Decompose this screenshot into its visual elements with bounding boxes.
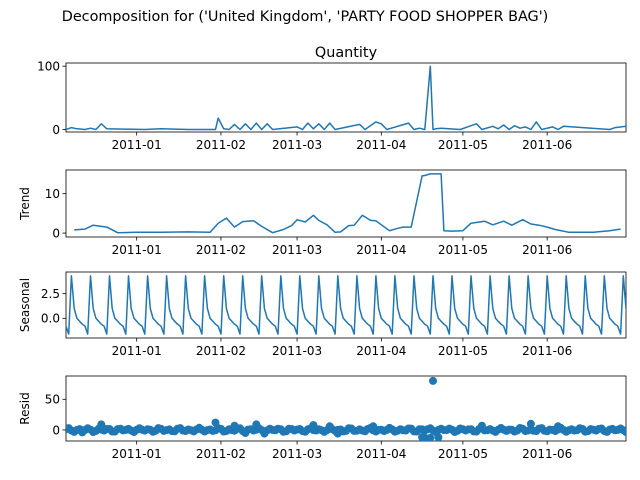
y-tick-label: 0 bbox=[52, 226, 60, 240]
y-tick-label: 10 bbox=[45, 187, 60, 201]
x-tick-label: 2011-06 bbox=[522, 243, 572, 257]
resid-point bbox=[211, 418, 220, 427]
y-axis-label: Resid bbox=[18, 392, 32, 424]
x-tick-label: 2011-06 bbox=[522, 138, 572, 152]
plot-area bbox=[66, 376, 626, 441]
resid-point bbox=[252, 420, 261, 429]
x-tick-label: 2011-03 bbox=[272, 243, 322, 257]
x-tick-label: 2011-02 bbox=[196, 447, 246, 461]
y-tick-label: 0.0 bbox=[41, 312, 60, 326]
series-line bbox=[74, 173, 621, 234]
series-line bbox=[66, 275, 626, 335]
x-tick-label: 2011-05 bbox=[438, 344, 488, 358]
x-tick-label: 2011-01 bbox=[112, 138, 162, 152]
y-tick-label: 50 bbox=[45, 393, 60, 407]
subplot-title: Quantity bbox=[315, 45, 378, 61]
resid-point bbox=[309, 421, 318, 430]
y-tick-label: 0 bbox=[52, 123, 60, 137]
plot-area bbox=[66, 65, 626, 131]
resid-point bbox=[426, 433, 435, 441]
x-tick-label: 2011-01 bbox=[112, 344, 162, 358]
x-tick-label: 2011-04 bbox=[356, 138, 406, 152]
x-tick-label: 2011-05 bbox=[438, 447, 488, 461]
subplot-1: Quantity 2011-01 2011-02 2011-03 2011-04 2011… bbox=[37, 45, 627, 152]
resid-point bbox=[241, 429, 250, 437]
axes-frame bbox=[65, 62, 627, 133]
x-tick-label: 2011-02 bbox=[196, 344, 246, 358]
resid-point bbox=[477, 421, 486, 430]
subplot-2: Trend 2011-01 2011-02 2011-03 2011-04 2011-05… bbox=[18, 169, 627, 257]
resid-point bbox=[554, 422, 562, 431]
resid-point bbox=[260, 429, 269, 438]
x-tick-label: 2011-04 bbox=[356, 447, 406, 461]
resid-point bbox=[434, 433, 443, 441]
x-tick-label: 2011-02 bbox=[196, 243, 246, 257]
x-tick-label: 2011-05 bbox=[438, 138, 488, 152]
resid-point bbox=[97, 420, 106, 429]
resid-point bbox=[622, 428, 626, 437]
x-tick-label: 2011-03 bbox=[272, 447, 322, 461]
x-tick-label: 2011-04 bbox=[356, 344, 406, 358]
y-axis-label: Trend bbox=[18, 187, 32, 221]
y-tick-label: 0 bbox=[52, 423, 60, 437]
x-tick-label: 2011-06 bbox=[522, 344, 572, 358]
resid-point bbox=[369, 422, 378, 431]
y-tick-label: 2.5 bbox=[41, 287, 60, 301]
resid-point bbox=[429, 376, 437, 385]
resid-point bbox=[230, 421, 239, 430]
series-line bbox=[66, 65, 626, 131]
y-axis-label: Seasonal bbox=[18, 278, 32, 332]
resid-point bbox=[78, 428, 87, 437]
plot-area bbox=[74, 173, 621, 234]
resid-point bbox=[526, 419, 535, 428]
x-tick-label: 2011-05 bbox=[438, 243, 488, 257]
y-tick-label: 100 bbox=[37, 59, 60, 73]
x-tick-label: 2011-03 bbox=[272, 138, 322, 152]
x-tick-label: 2011-03 bbox=[272, 344, 322, 358]
x-tick-label: 2011-04 bbox=[356, 243, 406, 257]
x-tick-label: 2011-06 bbox=[522, 447, 572, 461]
subplot-4: Resid 2011-01 2011-02 2011-03 2011-04 2011-05… bbox=[18, 375, 627, 461]
subplot-3: Seasonal 2011-01 2011-02 2011-03 2011-04 2011… bbox=[18, 271, 627, 358]
x-tick-label: 2011-02 bbox=[196, 138, 246, 152]
x-tick-label: 2011-01 bbox=[112, 243, 162, 257]
x-tick-label: 2011-01 bbox=[112, 447, 162, 461]
axes-frame bbox=[65, 169, 627, 238]
axes-frame bbox=[65, 375, 627, 442]
resid-point bbox=[333, 429, 342, 438]
plot-area bbox=[66, 275, 626, 335]
figure-suptitle: Decomposition for ('United Kingdom', 'PA… bbox=[62, 9, 549, 25]
resid-point bbox=[325, 422, 334, 431]
